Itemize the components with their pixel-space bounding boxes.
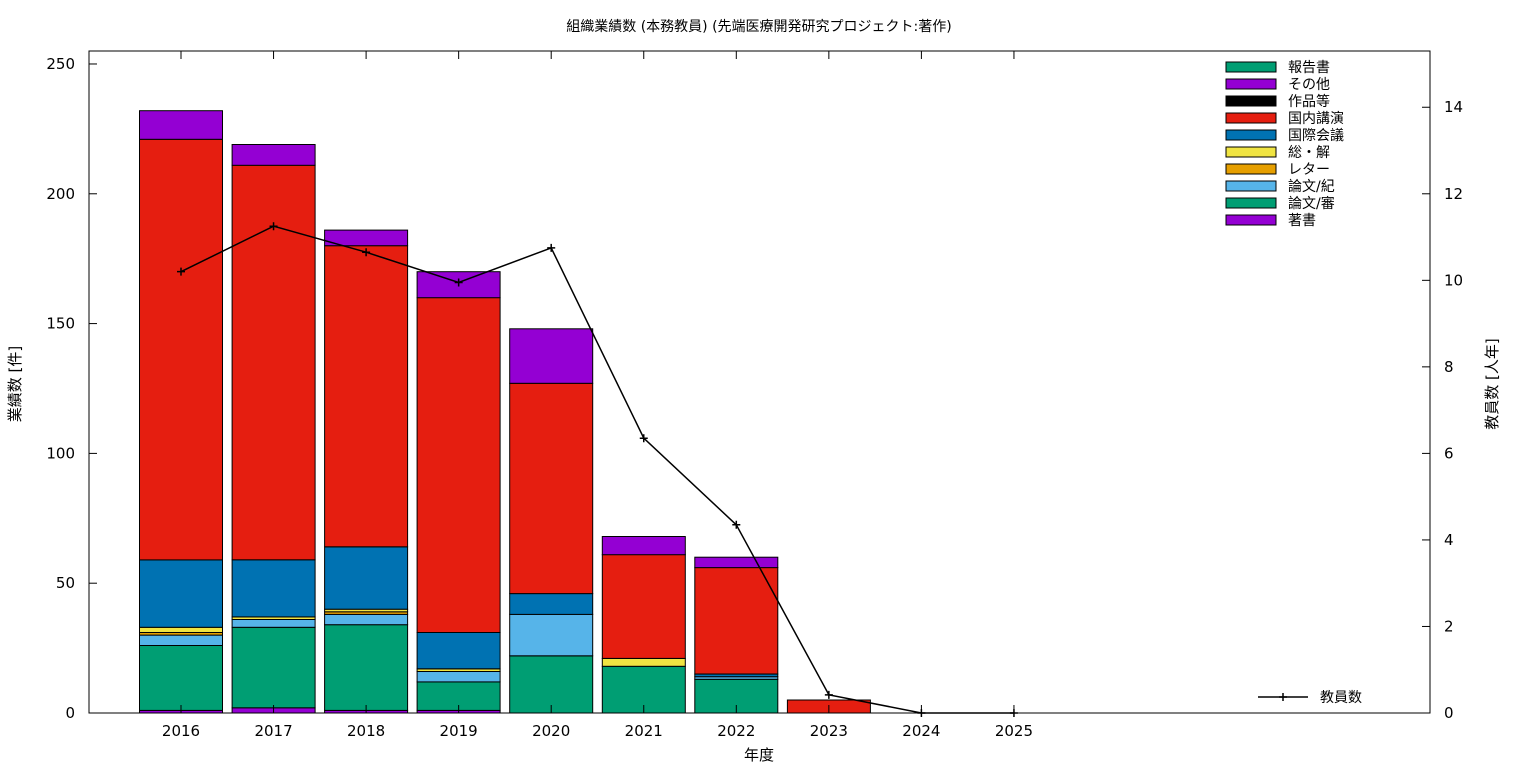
- bar-segment-2018-8: [324, 229, 409, 247]
- legend-swatch: [1225, 163, 1277, 175]
- y2-tick-label: 2: [1444, 617, 1454, 635]
- legend-swatch: [1225, 197, 1277, 209]
- bar-segment-2018-6: [324, 245, 409, 548]
- y2-tick-label: 0: [1444, 704, 1454, 722]
- y-tick-label: 150: [46, 315, 75, 333]
- x-tick-label: 2016: [162, 722, 200, 740]
- bar-segment-2016-6: [139, 138, 223, 561]
- y-tick-label: 200: [46, 185, 75, 203]
- line-point-2020: [547, 243, 556, 252]
- bar-segment-2019-6: [416, 297, 501, 633]
- bar-segment-2018-1: [324, 624, 409, 711]
- y2-tick-label: 12: [1444, 185, 1463, 203]
- y2-tick-label: 8: [1444, 358, 1454, 376]
- bar-segment-2018-5: [324, 546, 409, 610]
- y-tick-label: 50: [56, 574, 75, 592]
- bar-segment-2016-2: [139, 634, 223, 646]
- x-tick-label: 2023: [810, 722, 848, 740]
- y-tick-label: 100: [46, 444, 75, 462]
- legend-line-label: 教員数: [1320, 690, 1362, 706]
- line-point-2019: [454, 278, 463, 287]
- x-tick-label: 2021: [625, 722, 663, 740]
- x-tick-label: 2020: [532, 722, 570, 740]
- x-tick-label: 2022: [717, 722, 755, 740]
- legend-swatch: [1225, 214, 1277, 226]
- bar-segment-2021-8: [601, 536, 686, 556]
- legend-label: 論文/審: [1288, 196, 1335, 212]
- bar-segment-2021-6: [601, 554, 686, 659]
- bar-segment-2022-8: [694, 556, 779, 569]
- x-tick-label: 2019: [440, 722, 478, 740]
- bar-segment-2018-2: [324, 613, 409, 626]
- bar-segment-2020-1: [509, 655, 594, 714]
- y2-tick-label: 10: [1444, 271, 1463, 289]
- legend-label: 国内講演: [1288, 111, 1344, 127]
- bar-segment-2016-8: [139, 110, 223, 140]
- line-point-2021: [639, 434, 648, 443]
- x-tick-label: 2018: [347, 722, 385, 740]
- line-point-2016: [177, 267, 185, 276]
- bar-segment-2017-8: [231, 144, 316, 166]
- legend-swatch: [1225, 146, 1277, 158]
- x-tick-label: 2024: [902, 722, 940, 740]
- y-tick-label: 0: [65, 704, 75, 722]
- bar-segment-2019-5: [416, 632, 501, 670]
- bar-segment-2021-4: [601, 658, 686, 667]
- y-tick-label: 250: [46, 55, 75, 73]
- x-tick-label: 2017: [254, 722, 292, 740]
- legend-swatch: [1225, 61, 1277, 73]
- y2-tick-label: 14: [1444, 98, 1463, 116]
- line-point-2017: [269, 222, 278, 231]
- line-series-path: [180, 225, 1014, 714]
- bar-segment-2016-1: [139, 645, 223, 711]
- legend-swatch: [1225, 78, 1277, 90]
- legend-swatch: [1225, 112, 1277, 124]
- legend-swatch: [1225, 129, 1277, 141]
- line-point-2022: [732, 520, 741, 529]
- bar-segment-2017-2: [231, 619, 316, 628]
- legend-label: 著書: [1288, 213, 1316, 229]
- legend-label: 報告書: [1288, 60, 1330, 76]
- legend-swatch: [1225, 95, 1277, 107]
- x-tick-label: 2025: [995, 722, 1033, 740]
- legend-label: 国際会議: [1288, 127, 1344, 144]
- legend-label: 作品等: [1288, 93, 1330, 110]
- plot-frame: [88, 50, 1431, 714]
- legend-label: レター: [1288, 162, 1330, 178]
- bar-segment-2016-4: [139, 626, 223, 633]
- chart-title: 組織業績数 (本務教員) (先端医療開発研究プロジェクト:著作): [566, 18, 951, 35]
- bar-segment-2017-6: [231, 164, 316, 561]
- bar-segment-2017-1: [231, 626, 316, 709]
- legend-label: 論文/紀: [1288, 179, 1335, 195]
- bar-segment-2017-5: [231, 559, 316, 618]
- legend-label: その他: [1288, 77, 1330, 93]
- legend-swatch: [1225, 180, 1277, 192]
- x-axis-label: 年度: [744, 746, 774, 764]
- bar-segment-2020-8: [509, 328, 594, 384]
- bar-segment-2022-6: [694, 567, 779, 675]
- bar-segment-2020-5: [509, 593, 594, 615]
- bar-segment-2020-2: [509, 613, 594, 657]
- line-point-2023: [824, 690, 833, 699]
- legend-line-marker: [1279, 693, 1287, 701]
- y2-axis-label: 教員数 [人年]: [1483, 338, 1501, 429]
- legend-label: 総・解: [1288, 145, 1330, 161]
- y2-tick-label: 6: [1444, 444, 1454, 462]
- bar-segment-2020-6: [509, 382, 594, 595]
- line-point-2018: [362, 248, 371, 257]
- y-axis-label: 業績数 [件]: [6, 346, 24, 422]
- y2-tick-label: 4: [1444, 531, 1454, 549]
- bar-segment-2016-5: [139, 559, 223, 628]
- bar-segment-2019-2: [416, 671, 501, 683]
